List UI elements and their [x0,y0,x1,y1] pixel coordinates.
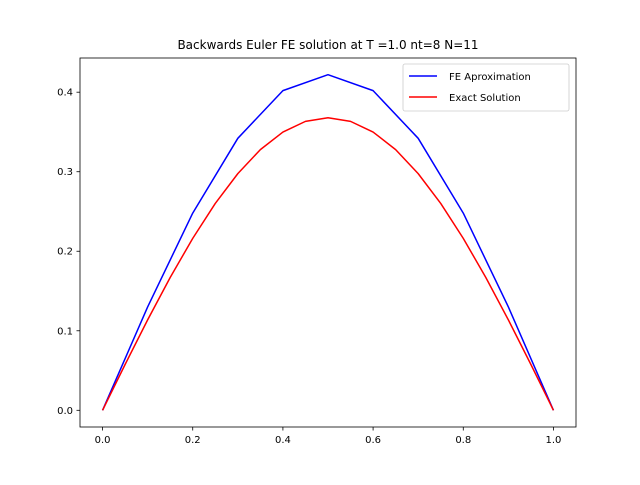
y-tick-label: 0.2 [57,247,73,258]
x-tick-label: 0.8 [455,435,471,446]
legend-label-exact-solution: Exact Solution [449,93,521,104]
series-line-fe-approximation [101,73,555,411]
axes-frame [79,57,577,428]
plot-area: 0.0 0.2 0.4 0.6 0.8 1.0 0.0 0.1 0.2 0.3 0.4 FE Apro… [57,57,577,446]
y-tick-label: 0.0 [57,406,73,417]
series-line-exact-solution [101,116,555,411]
y-tick-label: 0.3 [57,167,73,178]
x-tick-label: 0.4 [275,435,291,446]
x-tick-label: 1.0 [546,435,562,446]
y-tick-label: 0.4 [57,88,73,99]
legend-box [402,63,570,112]
x-tick-label: 0.6 [365,435,381,446]
x-tick-label: 0.2 [185,435,201,446]
chart-title: Backwards Euler FE solution at T =1.0 nt… [177,38,478,52]
x-tick-label: 0.0 [95,435,111,446]
legend-label-fe-approximation: FE Aproximation [449,72,531,83]
y-tick-label: 0.1 [57,326,73,337]
